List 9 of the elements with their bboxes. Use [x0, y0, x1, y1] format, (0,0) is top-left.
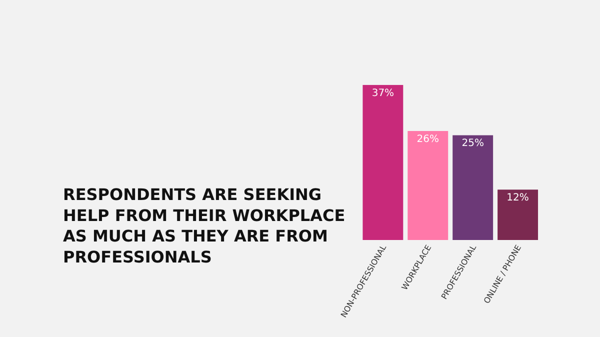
text: RESPONDENTS ARE SEEKING HELP FROM THEIR WORKPLACE AS MUCH AS THEY ARE FROM PROFESSIONALS: [63, 185, 346, 266]
bar: [408, 131, 448, 240]
bar: [362, 84, 404, 240]
data-label: 26%: [416, 134, 439, 146]
bar: [452, 135, 494, 240]
data-label: 25%: [462, 138, 484, 150]
bar: [498, 190, 538, 240]
data-label: 37%: [372, 88, 394, 99]
data-label: 12%: [506, 192, 529, 204]
